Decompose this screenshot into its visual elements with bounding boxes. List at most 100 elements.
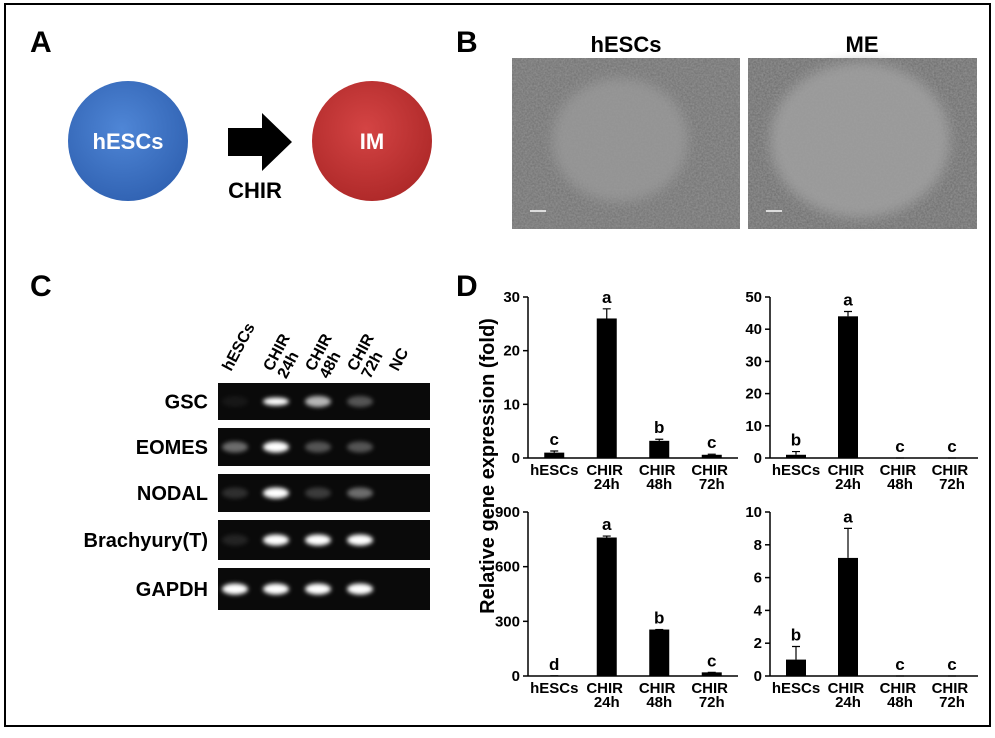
- x-tick-label: CHIR 48h: [639, 680, 680, 711]
- bar: [544, 452, 565, 458]
- y-tick-label: 0: [512, 668, 520, 685]
- x-tick-label: CHIR 48h: [880, 462, 921, 493]
- x-tick-label: hESCs: [772, 680, 820, 697]
- x-tick-label: CHIR 48h: [880, 680, 921, 711]
- bar: [838, 316, 858, 458]
- significance-letter: c: [947, 437, 956, 456]
- gel-band: [222, 396, 248, 407]
- arrow-label: CHIR: [228, 178, 282, 203]
- y-tick-label: 0: [512, 450, 520, 467]
- y-tick-label: 300: [495, 613, 520, 630]
- gel-band: [263, 487, 289, 499]
- micrograph: [512, 58, 740, 229]
- error-bar: [602, 535, 611, 538]
- y-tick-label: 0: [754, 450, 762, 467]
- y-tick-label: 900: [495, 504, 520, 521]
- significance-letter: b: [654, 418, 664, 437]
- image-caption: hESCs: [591, 32, 662, 57]
- bar-chart: 0 2 4 6 8 10 b hESCs a CHIR 24h c CHIR 48h c CHIR 72h: [745, 504, 978, 711]
- x-tick-label: CHIR 72h: [691, 462, 732, 493]
- gel-band: [222, 534, 248, 546]
- y-tick-label: 8: [754, 537, 762, 554]
- bar: [701, 672, 722, 676]
- bar-chart: 0 10 20 30 c hESCs a CHIR 24h b CHIR 48h c CHIR 72h: [503, 288, 738, 493]
- y-tick-label: 10: [745, 504, 762, 521]
- significance-letter: b: [791, 625, 801, 644]
- y-tick-label: 40: [745, 321, 762, 338]
- x-tick-label: CHIR 72h: [691, 680, 732, 711]
- panel-label: C: [30, 270, 52, 303]
- significance-letter: a: [843, 290, 853, 309]
- x-tick-label: CHIR 24h: [586, 462, 627, 493]
- bar: [838, 557, 858, 676]
- significance-letter: a: [602, 288, 612, 307]
- y-tick-label: 0: [754, 668, 762, 685]
- error-bar: [602, 308, 611, 319]
- micrograph: [748, 58, 977, 229]
- bar-chart: 0 10 20 30 40 50 b hESCs a CHIR 24h c CHIR 48h c CHIR…: [745, 289, 978, 493]
- bar: [701, 454, 722, 458]
- arrow: [228, 113, 292, 171]
- bar: [649, 629, 670, 676]
- x-tick-label: CHIR 24h: [828, 680, 869, 711]
- y-tick-label: 20: [745, 386, 762, 403]
- gel-band: [263, 397, 289, 406]
- x-tick-label: CHIR 72h: [932, 462, 973, 493]
- y-tick-label: 10: [745, 418, 762, 435]
- gel-band: [305, 583, 331, 595]
- gene-label: NODAL: [137, 483, 208, 505]
- gel-band: [263, 583, 289, 595]
- source-circle: [68, 81, 188, 201]
- panel-label: D: [456, 270, 478, 303]
- gel-band: [347, 583, 373, 595]
- y-tick-label: 20: [503, 343, 520, 360]
- target-circle: [312, 81, 432, 201]
- y-tick-label: 30: [745, 353, 762, 370]
- gel-band: [263, 534, 289, 546]
- gel-band: [305, 534, 331, 546]
- panel-label: B: [456, 26, 478, 59]
- significance-letter: b: [791, 431, 801, 450]
- error-bar: [550, 450, 559, 453]
- significance-letter: c: [707, 433, 716, 452]
- y-tick-label: 30: [503, 289, 520, 306]
- error-bar: [844, 310, 852, 317]
- x-tick-label: hESCs: [530, 680, 578, 697]
- significance-letter: c: [947, 655, 956, 674]
- gel-band: [305, 487, 331, 499]
- source-label: hESCs: [93, 129, 164, 154]
- bar-chart: 0 300 600 900 d hESCs a CHIR 24h b CHIR 48h c CHIR …: [495, 504, 738, 711]
- gene-label: EOMES: [136, 437, 208, 459]
- gel-band: [305, 396, 331, 407]
- x-tick-label: CHIR 24h: [586, 680, 627, 711]
- y-tick-label: 6: [754, 570, 762, 587]
- gel-band: [222, 487, 248, 499]
- y-tick-label: 2: [754, 635, 762, 652]
- bar: [649, 440, 670, 458]
- gel-band: [347, 396, 373, 407]
- target-label: IM: [360, 129, 384, 154]
- gel-band: [222, 583, 248, 595]
- x-tick-label: CHIR 24h: [828, 462, 869, 493]
- gene-label: Brachyury(T): [84, 530, 208, 552]
- gene-label: GSC: [165, 392, 208, 414]
- error-bar: [792, 450, 800, 455]
- panel-label: A: [30, 26, 52, 59]
- bar: [786, 659, 806, 676]
- x-tick-label: hESCs: [772, 462, 820, 479]
- gel-band: [305, 441, 331, 453]
- x-tick-label: CHIR 48h: [639, 462, 680, 493]
- y-tick-label: 10: [503, 396, 520, 413]
- gene-label: GAPDH: [136, 579, 208, 601]
- y-axis-label: Relative gene expression (fold): [477, 318, 499, 614]
- bar: [786, 454, 806, 458]
- significance-letter: c: [895, 437, 904, 456]
- bar: [596, 318, 617, 458]
- error-bar: [844, 527, 852, 558]
- significance-letter: c: [550, 430, 559, 449]
- error-bar: [707, 453, 716, 455]
- image-caption: ME: [846, 32, 879, 57]
- significance-letter: c: [707, 651, 716, 670]
